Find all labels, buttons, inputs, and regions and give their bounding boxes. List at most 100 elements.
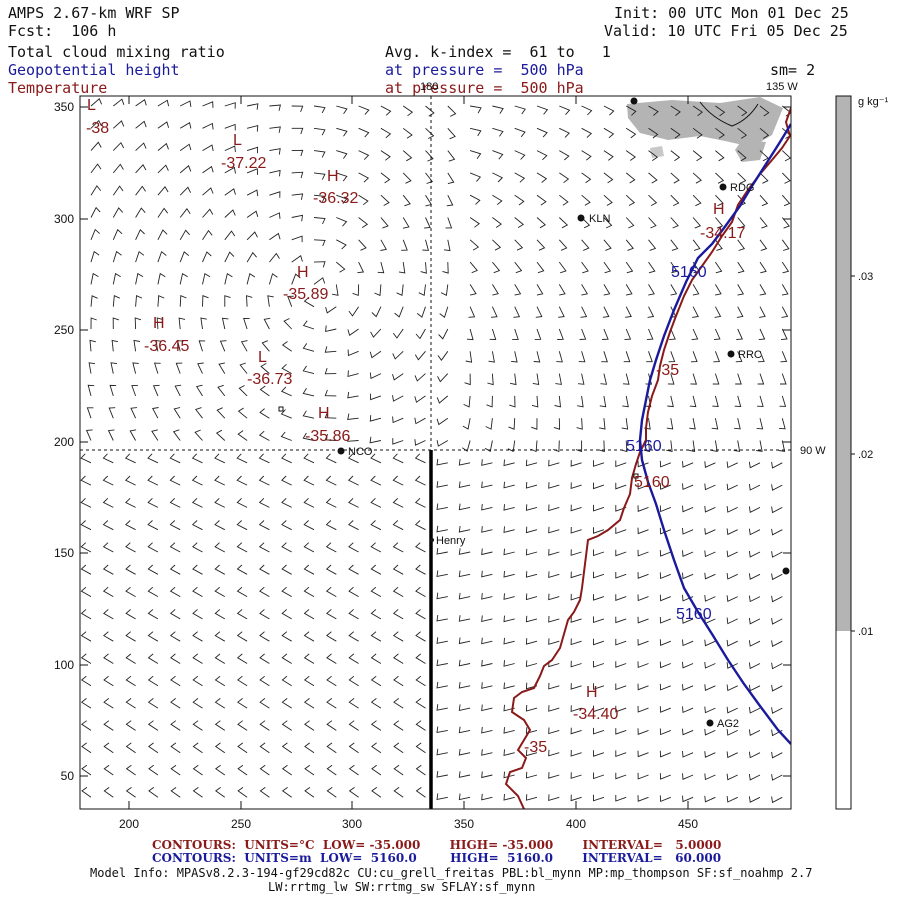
x-tick-label: 250	[231, 817, 251, 831]
wind-barb	[726, 617, 738, 625]
wind-barb	[670, 105, 681, 116]
wind-barb	[81, 742, 92, 754]
wind-barb	[214, 475, 225, 486]
wind-barb	[392, 475, 404, 486]
wind-barb	[414, 351, 426, 361]
wind-barb	[369, 436, 381, 444]
wind-barb	[748, 573, 761, 580]
wind-barb	[692, 172, 702, 184]
wind-barb	[525, 771, 538, 779]
temperature-contour-info: CONTOURS: UNITS=°C LOW= -35.000 HIGH= -3…	[152, 838, 722, 852]
wind-barb	[246, 210, 259, 218]
wind-barb	[726, 639, 738, 647]
wind-barb	[736, 328, 743, 341]
wind-barb	[533, 351, 541, 363]
wind-barb	[303, 475, 315, 486]
wind-barb	[147, 475, 159, 486]
wind-barb	[704, 550, 716, 558]
wind-barb	[489, 328, 497, 340]
wind-barb	[458, 771, 471, 778]
wind-barb	[415, 742, 426, 754]
wind-barb	[492, 127, 504, 137]
wind-barb	[503, 526, 515, 533]
wind-barb	[86, 407, 94, 419]
wind-barb	[260, 363, 270, 374]
wind-barb	[593, 794, 605, 802]
wind-barb	[103, 653, 114, 664]
wind-barb	[603, 172, 614, 184]
wind-barb	[348, 653, 359, 664]
wind-barb	[514, 172, 526, 183]
wind-barb	[481, 793, 493, 801]
wind-barb	[598, 440, 605, 453]
wind-barb	[570, 526, 582, 534]
wind-barb	[593, 683, 605, 690]
wind-barb	[219, 340, 227, 352]
wind-barb	[358, 150, 370, 160]
wind-barb	[125, 742, 136, 754]
wind-barb	[157, 121, 170, 129]
wind-barb	[90, 228, 100, 240]
wind-barb	[425, 105, 435, 117]
wind-barb	[377, 261, 385, 274]
wind-barb	[348, 675, 359, 687]
wind-barb	[415, 542, 426, 553]
wind-barb	[581, 239, 590, 251]
field-height-label: Geopotential height	[8, 61, 180, 79]
wind-barb	[603, 284, 611, 296]
wind-barb	[615, 750, 627, 758]
wind-barb	[726, 684, 738, 692]
wind-barb	[704, 795, 716, 803]
wind-barb	[214, 675, 226, 687]
wind-barb	[615, 482, 627, 490]
wind-barb	[304, 720, 315, 731]
wind-barb	[759, 284, 767, 296]
wind-barb	[536, 261, 545, 274]
wind-barb	[125, 675, 136, 687]
station-marker-nco	[337, 447, 345, 455]
wind-barb	[236, 631, 248, 642]
wind-barb	[670, 261, 678, 274]
wind-barb	[90, 250, 100, 263]
wind-barb	[625, 306, 632, 318]
wind-barb	[492, 284, 499, 296]
wind-barb	[536, 127, 548, 138]
wind-barb	[178, 317, 186, 330]
wind-barb	[692, 217, 702, 229]
wind-barb	[781, 217, 790, 229]
wind-barb	[570, 549, 582, 556]
wind-barb	[214, 609, 226, 620]
wind-barb	[112, 317, 120, 330]
wind-barb	[637, 705, 649, 713]
wind-barb	[704, 505, 716, 513]
wind-barb	[771, 595, 783, 603]
wind-barb	[392, 453, 404, 464]
longitude-label-90w: 90 W	[800, 445, 826, 457]
wind-barb	[239, 362, 248, 374]
wind-barb	[336, 105, 348, 115]
wind-barb	[170, 653, 181, 664]
wind-barb	[236, 453, 248, 464]
wind-barb	[418, 284, 426, 296]
wind-barb	[625, 261, 634, 274]
model-info: Model Info: MPASv8.2.3-194-gf29cd82c CU:…	[90, 866, 813, 880]
wind-barb	[575, 440, 583, 453]
wind-barb	[692, 105, 703, 117]
wind-barb	[715, 150, 725, 162]
wind-barb	[192, 564, 203, 575]
wind-barb	[682, 505, 694, 513]
wind-barb	[481, 503, 493, 511]
wind-barb	[380, 239, 388, 251]
wind-barb	[771, 484, 783, 491]
wind-barb	[237, 430, 248, 441]
wind-barb	[436, 771, 448, 778]
wind-barb	[748, 662, 761, 670]
wind-barb	[313, 150, 326, 158]
wind-barb	[202, 187, 214, 196]
wind-barb	[325, 325, 337, 332]
wind-barb	[536, 217, 546, 229]
wind-barb	[646, 351, 653, 363]
wind-barb	[737, 105, 748, 117]
wind-barb	[195, 407, 203, 419]
wind-barb	[392, 395, 404, 402]
